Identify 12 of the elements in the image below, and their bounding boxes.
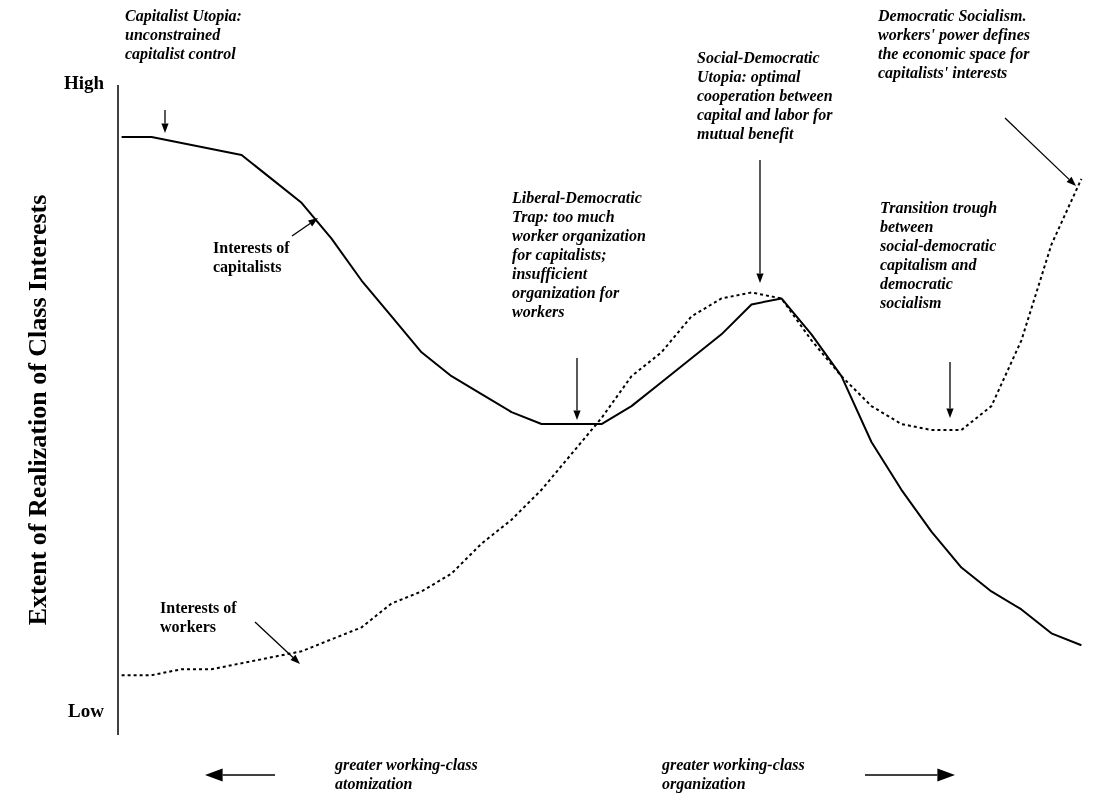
text: greater working-class atomization <box>334 756 478 792</box>
text: Capitalist Utopia: unconstrained capitalist control <box>125 7 242 63</box>
text: Democratic Socialism. workers' power defines the economic space for capitalists' interests <box>877 7 1031 82</box>
annotation: Liberal-Democratic Trap: too much worker organization for capitalists; insufficient organization for workers <box>511 189 646 320</box>
text: Low <box>68 700 105 721</box>
text: High <box>64 72 105 93</box>
legend-label: Interests of capitalists <box>213 239 291 276</box>
text: greater working-class organization <box>661 756 805 793</box>
y-axis-title: Extent of Realization of Class Interests <box>23 194 52 626</box>
series-label: Interests of workers <box>160 599 238 635</box>
annotation: Transition trough between social-democratic capitalism and democratic socialism <box>879 199 998 311</box>
annotation: Social-Democratic Utopia: optimal cooperation between capital and labor for mutual benefit <box>697 49 834 143</box>
